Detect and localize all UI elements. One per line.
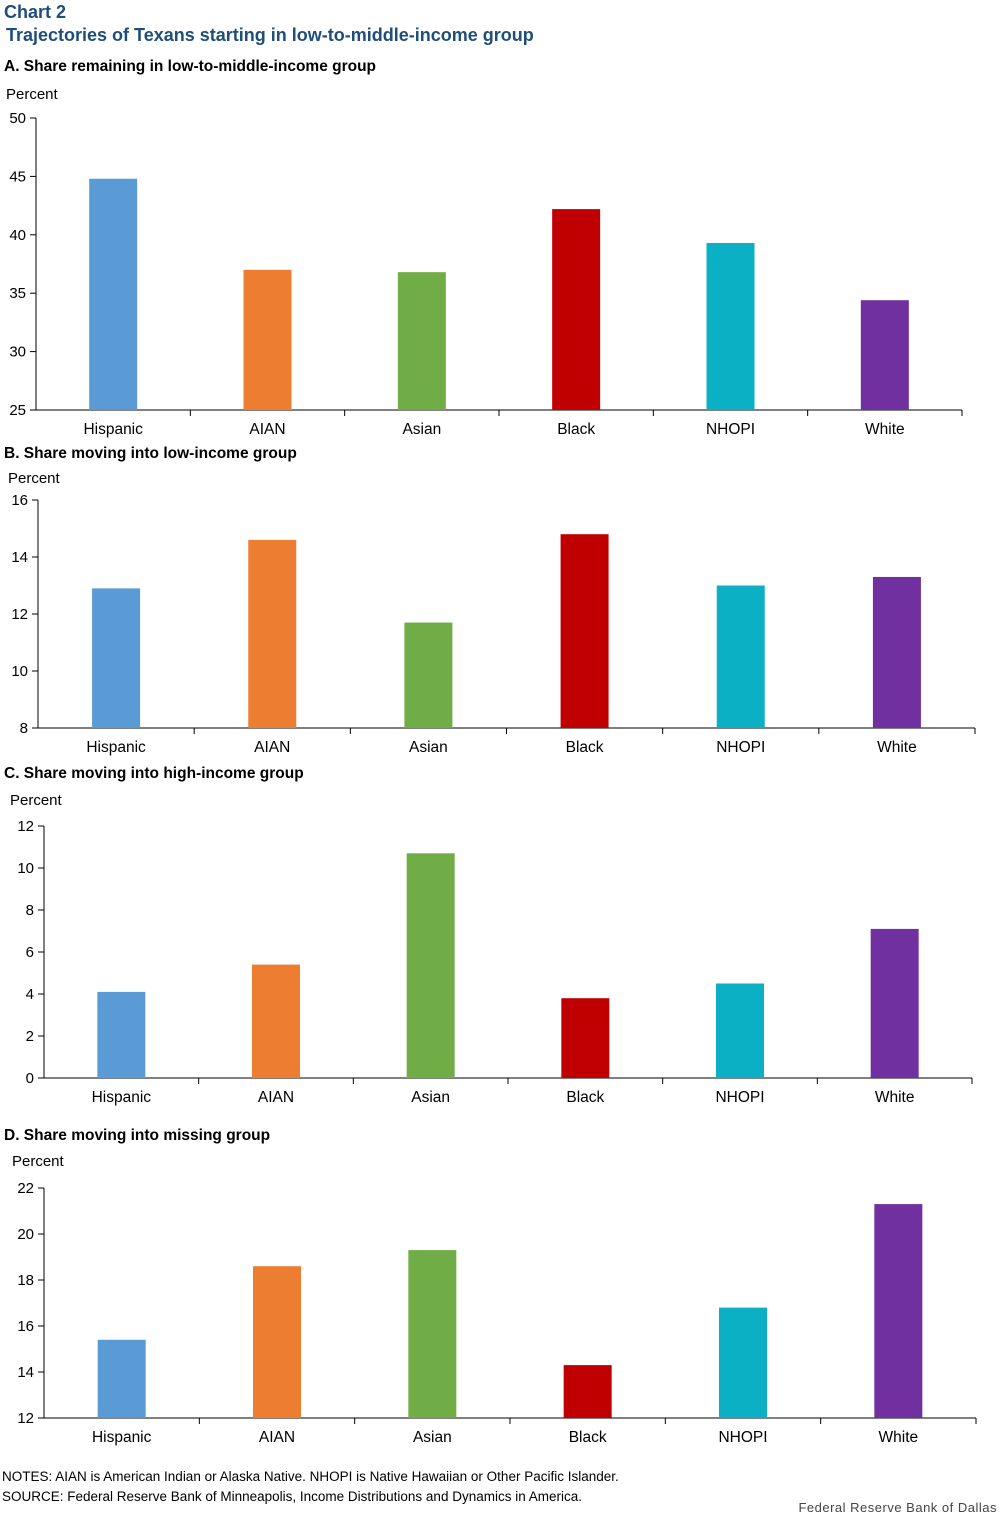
panel-a-y-tick-label: 30	[9, 344, 26, 361]
panel-b-y-tick-label: 10	[11, 663, 28, 680]
panel-b-bar-white	[872, 576, 921, 728]
panel-b-y-tick-label: 8	[20, 720, 28, 737]
source-text: SOURCE: Federal Reserve Bank of Minneapo…	[2, 1489, 582, 1504]
panel-d-category-label: Hispanic	[92, 1429, 152, 1446]
panel-b-category-label: Hispanic	[86, 739, 146, 756]
panel-a-title: A. Share remaining in low-to-middle-inco…	[4, 58, 376, 75]
panel-a-y-tick-label: 25	[9, 402, 26, 419]
panel-d-bar-asian	[408, 1250, 457, 1418]
panel-c-category-label: Asian	[411, 1089, 450, 1106]
notes-text: NOTES: AIAN is American Indian or Alaska…	[2, 1469, 619, 1484]
panel-b-title: B. Share moving into low-income group	[4, 445, 297, 462]
panel-c-ylabel: Percent	[10, 792, 63, 809]
panel-d-category-label: AIAN	[259, 1429, 295, 1446]
panel-a-bar-asian	[397, 272, 446, 410]
panel-d-y-tick-label: 18	[17, 1272, 34, 1289]
panel-a-category-label: White	[865, 421, 905, 438]
panel-c-y-tick-label: 0	[26, 1070, 34, 1087]
panel-b-bar-hispanic	[92, 588, 141, 728]
panel-d-bar-white	[874, 1204, 923, 1418]
panel-b-category-label: Black	[566, 739, 604, 756]
panel-b-category-label: NHOPI	[716, 739, 765, 756]
chart-label: Chart 2	[4, 2, 67, 22]
panel-a-ylabel: Percent	[6, 86, 59, 103]
panel-b-bar-black	[560, 534, 609, 728]
panel-c-bar-asian	[406, 853, 455, 1078]
panel-b-bar-aian	[248, 539, 297, 728]
panel-b-bar-asian	[404, 622, 453, 728]
panel-c-y-tick-label: 12	[17, 818, 34, 835]
panel-c-bar-nhopi	[716, 983, 764, 1078]
panel-d-ylabel: Percent	[12, 1153, 65, 1170]
panel-a-bar-aian	[243, 269, 292, 410]
panel-d-y-tick-label: 16	[17, 1318, 34, 1335]
panel-c-category-label: NHOPI	[715, 1089, 764, 1106]
panel-a-bar-hispanic	[89, 178, 138, 410]
panel-a-y-tick-label: 45	[9, 168, 26, 185]
panel-c-bar-hispanic	[97, 991, 146, 1078]
chart-title: Trajectories of Texans starting in low-t…	[6, 25, 534, 45]
panel-d-category-label: White	[879, 1429, 919, 1446]
panel-a-y-tick-label: 50	[9, 110, 26, 127]
panel-c-bar-black	[561, 998, 610, 1078]
panel-d-bar-black	[563, 1365, 612, 1418]
panel-a-category-label: Black	[557, 421, 595, 438]
panel-c-bar-white	[870, 928, 919, 1078]
panel-a-y-tick-label: 35	[9, 285, 26, 302]
panel-b-category-label: AIAN	[254, 739, 290, 756]
panel-d-title: D. Share moving into missing group	[4, 1127, 270, 1144]
panel-d-bar-hispanic	[97, 1339, 146, 1418]
panel-a-category-label: Hispanic	[83, 421, 143, 438]
panel-d-y-tick-label: 20	[17, 1226, 34, 1243]
panel-c-category-label: Hispanic	[92, 1089, 152, 1106]
panel-c-y-tick-label: 4	[26, 986, 34, 1003]
panel-c-y-tick-label: 8	[26, 902, 34, 919]
panel-b-category-label: Asian	[409, 739, 448, 756]
panel-b-y-tick-label: 14	[11, 549, 28, 566]
panel-b-y-tick-label: 12	[11, 606, 28, 623]
panel-c-category-label: Black	[566, 1089, 604, 1106]
panel-c-bar-aian	[252, 964, 300, 1078]
panel-a-y-tick-label: 40	[9, 227, 26, 244]
panel-b-category-label: White	[877, 739, 917, 756]
panel-c-y-tick-label: 2	[26, 1028, 34, 1045]
panel-d-y-tick-label: 22	[17, 1180, 34, 1197]
panel-a-category-label: Asian	[402, 421, 441, 438]
panel-c-title: C. Share moving into high-income group	[4, 765, 304, 782]
panel-b-bar-nhopi	[716, 585, 765, 728]
panel-a-bar-nhopi	[706, 242, 755, 410]
panel-a-bar-white	[860, 300, 909, 410]
panel-d-category-label: Black	[569, 1429, 607, 1446]
panel-c-category-label: White	[875, 1089, 915, 1106]
panel-c-category-label: AIAN	[258, 1089, 294, 1106]
panel-d-bar-aian	[253, 1266, 301, 1418]
panel-c-y-tick-label: 10	[17, 860, 34, 877]
panel-b-ylabel: Percent	[8, 470, 61, 487]
panel-c-y-tick-label: 6	[26, 944, 34, 961]
panel-a-bar-black	[552, 209, 601, 410]
panel-b-y-tick-label: 16	[11, 492, 28, 509]
panel-d-y-tick-label: 12	[17, 1410, 34, 1427]
panel-a-category-label: AIAN	[249, 421, 285, 438]
panel-d-bar-nhopi	[719, 1307, 767, 1418]
credit-text: Federal Reserve Bank of Dallas	[798, 1500, 997, 1515]
panel-d-y-tick-label: 14	[17, 1364, 34, 1381]
panel-d-category-label: Asian	[413, 1429, 452, 1446]
panel-d-category-label: NHOPI	[718, 1429, 767, 1446]
panel-a-category-label: NHOPI	[706, 421, 755, 438]
